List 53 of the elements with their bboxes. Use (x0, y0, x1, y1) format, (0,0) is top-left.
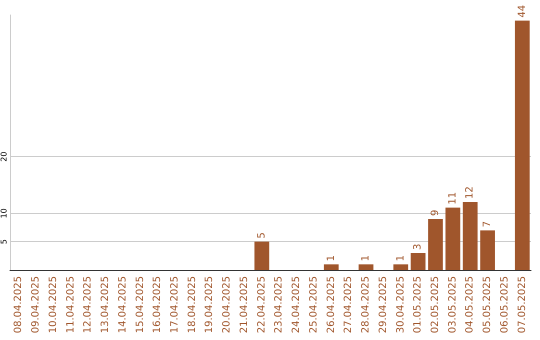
x-tick-label: 03.05.2025 (447, 276, 458, 334)
x-tick-label: 30.04.2025 (395, 276, 406, 334)
x-tick-label: 10.04.2025 (48, 276, 59, 334)
x-tick-label: 22.04.2025 (256, 276, 268, 334)
x-tick-label: 27.04.2025 (343, 276, 354, 334)
bar (410, 253, 426, 270)
x-tick-label: 15.04.2025 (134, 276, 146, 334)
x-tick-label: 26.04.2025 (326, 276, 337, 334)
data-label: 9 (430, 210, 441, 216)
data-label: 5 (256, 232, 268, 239)
x-tick-label: 06.05.2025 (499, 276, 510, 334)
data-label: 11 (447, 192, 458, 205)
y-tick-label: 5 (0, 239, 8, 244)
y-tick-label: 10 (0, 208, 8, 218)
data-label: 3 (412, 244, 424, 250)
x-tick-label: 13.04.2025 (100, 276, 112, 334)
data-label: 1 (326, 254, 337, 262)
bar (393, 264, 408, 270)
data-label: 12 (464, 186, 476, 199)
x-tick-label: 05.05.2025 (482, 276, 494, 334)
bar (462, 202, 478, 270)
x-tick-label: 17.04.2025 (169, 276, 180, 334)
bar (514, 20, 530, 270)
x-tick-label: 21.04.2025 (238, 276, 250, 334)
x-tick-label: 29.04.2025 (378, 276, 389, 334)
y-tick-label: 20 (0, 152, 8, 162)
bar (428, 219, 443, 270)
x-tick-label: 25.04.2025 (308, 276, 320, 334)
x-tick-label: 16.04.2025 (152, 276, 164, 334)
bar (445, 208, 460, 270)
data-label: 1 (360, 254, 372, 262)
data-label: 44 (516, 4, 528, 18)
x-tick-label: 12.04.2025 (82, 276, 94, 334)
x-tick-label: 01.05.2025 (412, 276, 424, 334)
x-tick-label: 24.04.2025 (291, 276, 302, 334)
x-tick-label: 19.04.2025 (204, 276, 216, 334)
x-tick-label: 14.04.2025 (117, 276, 128, 334)
x-tick-label: 02.05.2025 (430, 276, 441, 334)
x-tick-label: 04.05.2025 (464, 276, 476, 334)
data-label: 1 (395, 254, 406, 262)
x-tick-label: 20.04.2025 (222, 276, 233, 334)
bar (358, 264, 374, 270)
x-tick-label: 09.04.2025 (30, 276, 42, 334)
x-tick-label: 18.04.2025 (186, 276, 198, 334)
data-label: 7 (482, 220, 494, 228)
bar (480, 230, 495, 270)
x-tick-label: 07.05.2025 (516, 276, 528, 334)
bar (324, 264, 339, 270)
x-tick-label: 08.04.2025 (13, 276, 24, 334)
x-tick-label: 23.04.2025 (274, 276, 285, 334)
x-tick-label: 11.04.2025 (65, 276, 76, 334)
bar (254, 242, 270, 270)
x-tick-label: 28.04.2025 (360, 276, 372, 334)
